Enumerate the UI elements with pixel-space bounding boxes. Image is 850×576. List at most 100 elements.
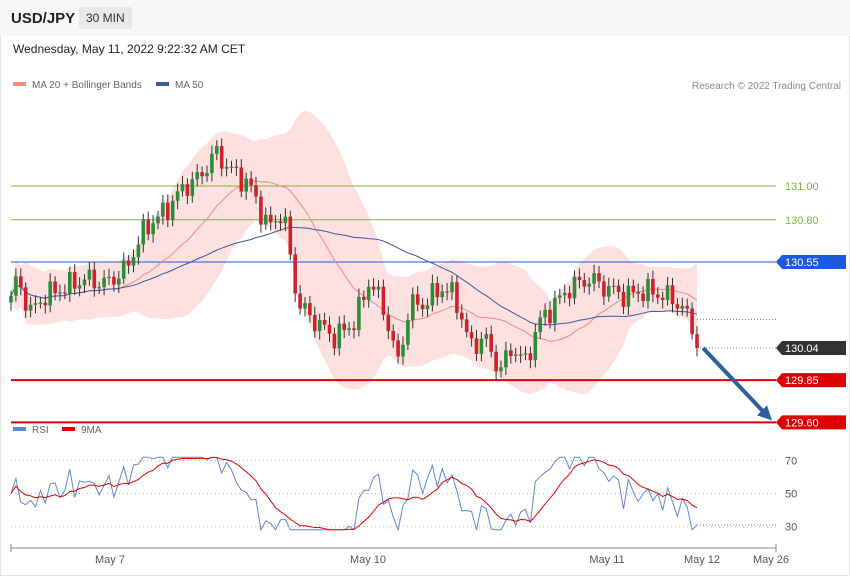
- rsi-9ma-line: [10, 457, 698, 531]
- candle-body: [646, 278, 650, 302]
- candle: [82, 274, 87, 294]
- candle: [675, 298, 680, 316]
- legend-rsi-swatch: [13, 427, 26, 432]
- candle: [548, 301, 552, 329]
- candle-body: [77, 285, 82, 289]
- timeframe-button[interactable]: 30 MIN: [79, 7, 132, 29]
- candle-body: [425, 305, 430, 310]
- level-tag-text: 129.85: [785, 375, 819, 387]
- candle-body: [631, 285, 636, 293]
- candle-body: [283, 216, 288, 224]
- candle: [499, 360, 503, 378]
- candle: [533, 323, 538, 368]
- candle-body: [259, 196, 263, 225]
- candle-body: [582, 280, 587, 287]
- candle-body: [587, 283, 591, 287]
- candle-body: [445, 291, 449, 293]
- candle: [136, 236, 141, 265]
- candle-body: [180, 184, 185, 192]
- candle-body: [597, 273, 601, 282]
- candle-body: [641, 293, 645, 302]
- candle-body: [19, 276, 23, 288]
- candle-body: [543, 309, 547, 318]
- candle: [308, 295, 312, 323]
- candle-body: [562, 292, 567, 296]
- candle-body: [23, 287, 28, 311]
- candle: [195, 163, 199, 187]
- candle: [283, 208, 288, 232]
- candle: [327, 316, 332, 343]
- level-tag-text: 130.04: [785, 343, 819, 355]
- legend-9ma: 9MA: [62, 425, 102, 436]
- candle: [415, 285, 420, 312]
- candle: [362, 290, 366, 308]
- candle: [219, 138, 224, 177]
- legend-9ma-swatch: [62, 427, 75, 432]
- candle: [391, 324, 395, 348]
- level-tag-shape: [776, 373, 846, 388]
- candle: [141, 213, 146, 253]
- candle: [215, 140, 219, 161]
- candle: [146, 211, 150, 241]
- x-tick-label: May 12: [684, 554, 720, 566]
- candle-body: [469, 332, 474, 339]
- candle-body: [151, 223, 155, 235]
- candle-body: [68, 272, 72, 294]
- candle: [631, 279, 636, 298]
- candle-body: [156, 216, 160, 224]
- candle: [376, 280, 381, 299]
- candle: [185, 178, 190, 205]
- candle: [278, 213, 283, 231]
- level-tag-text: 130.55: [785, 257, 819, 269]
- level-tag-shape: [776, 415, 846, 430]
- rsi-tick-70: 70: [785, 456, 797, 468]
- candle: [151, 215, 155, 243]
- level-label-129-85: 129.85: [776, 373, 846, 388]
- candle: [337, 316, 342, 356]
- candle-body: [317, 319, 322, 332]
- candle: [386, 306, 391, 340]
- candle: [509, 343, 513, 364]
- candle: [685, 298, 689, 317]
- candle-body: [435, 283, 440, 298]
- candle-body: [621, 292, 626, 307]
- candle-body: [479, 338, 484, 354]
- candle-body: [63, 292, 67, 294]
- candle-body: [504, 350, 508, 368]
- candle: [322, 312, 327, 330]
- candle-body: [224, 166, 229, 169]
- candle-body: [92, 269, 97, 289]
- candle: [621, 283, 626, 315]
- candle: [72, 264, 77, 295]
- candle-body: [371, 286, 376, 290]
- legend-ma20: MA 20 + Bollinger Bands: [13, 80, 142, 91]
- candle-body: [499, 367, 503, 372]
- candle: [175, 183, 180, 210]
- candle: [92, 261, 97, 297]
- candle-body: [126, 260, 131, 266]
- candle-body: [190, 179, 195, 196]
- candle-body: [685, 306, 689, 309]
- candle-body: [102, 277, 106, 288]
- research-credit: Research © 2022 Trading Central: [691, 81, 841, 92]
- candle-body: [558, 295, 562, 298]
- x-tick-label: May 7: [95, 554, 125, 566]
- level-label-130-04: 130.04: [776, 341, 846, 356]
- candle-body: [43, 302, 48, 306]
- candle: [126, 255, 131, 274]
- candle-body: [117, 278, 121, 285]
- candle-body: [58, 292, 62, 294]
- candle: [48, 273, 52, 313]
- candle-body: [82, 279, 87, 286]
- candle: [602, 275, 606, 306]
- candle: [43, 294, 48, 314]
- candle-body: [200, 172, 204, 177]
- candle-body: [303, 303, 307, 309]
- candle-body: [219, 146, 224, 169]
- legend-ma20-label: MA 20 + Bollinger Bands: [32, 80, 142, 91]
- candle-body: [234, 166, 239, 168]
- candle: [264, 207, 268, 230]
- candle: [406, 313, 410, 351]
- candle-body: [33, 303, 38, 305]
- candle-body: [332, 333, 337, 349]
